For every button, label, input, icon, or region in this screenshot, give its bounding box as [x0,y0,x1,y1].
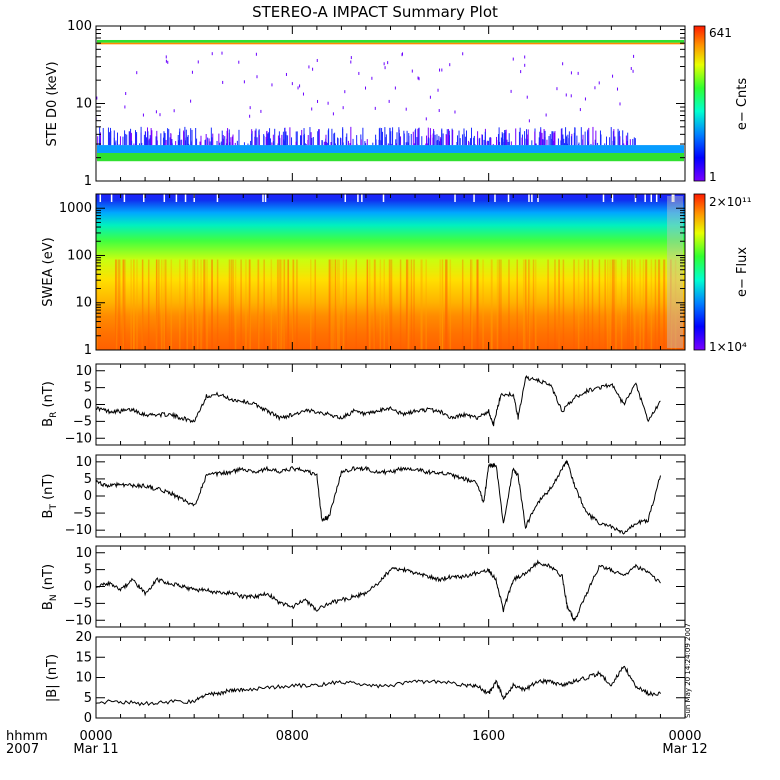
x-axis-prefix-bottom: 2007 [6,742,39,757]
figure-title: STEREO-A IMPACT Summary Plot [252,3,498,21]
bt-ytick-label: 10 [75,455,92,470]
br-y-axis-label-sub: R [49,412,59,418]
bmag-series-line [95,665,661,707]
bmag-y-axis-label-unit: (nT) [45,654,60,684]
ste-ytick-label: 1 [84,174,92,189]
x-tick-date: Mar 11 [73,742,118,757]
bmag-y-axis: 0 5 10 15 20 [75,630,686,726]
br-y-axis-label-unit: (nT) [41,381,56,411]
bn-series-line [95,559,661,622]
swea-colorbar-max: 2×10¹¹ [709,195,752,209]
br-ytick-label: 0 [84,398,92,413]
swea-colorbar [693,193,706,351]
swea-y-axis-label: SWEA (eV) [41,237,56,306]
x-tick-date: Mar 12 [662,742,707,757]
bt-y-axis-label-sub: T [49,504,59,511]
bn-ytick-label: 10 [75,546,92,561]
swea-heatmap-marks [96,194,683,350]
bt-ytick-label: 0 [84,489,92,504]
swea-ytick-label: 1000 [59,201,92,216]
bn-ytick-label: −5 [73,596,92,611]
swea-panel: 1 10 100 1000 SWEA (eV) 2×10¹¹ 1×10⁴ e− Flu… [41,193,752,358]
br-panel: −10 −50 5 10 BR (nT) [41,363,686,446]
bmag-ytick-label: 0 [84,711,92,726]
ste-colorbar-label: e− Cnts [735,78,750,130]
bt-y-axis: −10 −5 0 5 10 [65,455,686,538]
bt-panel: −10 −5 0 5 10 BT (nT) [41,454,686,538]
x-axis-prefix-top: hhmm [6,729,48,744]
swea-ytick-label: 10 [75,296,92,311]
swea-y-axis: 1 10 100 1000 [59,194,686,358]
bn-y-axis-label: BN (nT) [41,564,59,610]
timestamp-note: Sun May 20 14:24:09 2007 [684,623,692,718]
bmag-ytick-label: 15 [75,650,92,665]
bmag-y-axis-label: |B| (nT) [45,654,60,702]
br-ytick-label: 5 [84,381,92,396]
ste-band-cyan [97,145,684,153]
br-ytick-label: −5 [73,414,92,429]
br-y-axis: −10 −50 5 10 [65,364,686,446]
ste-colorbar [693,25,706,182]
swea-colorbar-min: 1×10⁴ [709,340,747,354]
bmag-panel: 0 5 10 15 20 |B| (nT) [45,630,686,726]
bmag-ytick-label: 20 [75,630,92,645]
x-tick-label: 0000 [79,729,112,744]
ste-y-axis: 1 10 100 [67,19,686,189]
bn-y-axis-label-sub: N [49,594,59,601]
bn-panel: −10 −50 5 10 BN (nT) [41,545,686,628]
br-ytick-label: −10 [65,431,92,446]
bn-ytick-label: −10 [65,613,92,628]
ste-ytick-label: 10 [75,97,92,112]
x-tick-label: 0800 [276,729,309,744]
bn-y-axis-label-unit: (nT) [41,564,56,594]
bmag-ytick-label: 10 [75,671,92,686]
br-y-axis-label-main: B [41,418,56,427]
swea-heatmap [96,194,685,350]
ste-band-green [97,39,684,43]
br-y-axis-label: BR (nT) [41,381,59,427]
bt-ytick-label: 5 [84,472,92,487]
ste-ytick-label: 100 [67,19,92,34]
bt-y-axis-label-main: B [41,510,56,519]
ste-heatmap-marks [95,39,684,162]
ste-panel: 1 10 100 STE D0 (keV) 641 1 e− Cnts [45,19,750,189]
ste-y-axis-label: STE D0 (keV) [45,61,60,146]
ste-band-orange [97,42,684,45]
swea-ytick-label: 1 [84,343,92,358]
ste-colorbar-min: 1 [709,170,717,184]
bt-ytick-label: −10 [65,523,92,538]
bmag-y-axis-label-main: |B| [45,684,60,702]
x-tick-label: 0000 [668,729,701,744]
bt-ytick-label: −5 [73,506,92,521]
bmag-ytick-label: 5 [84,691,92,706]
br-ytick-label: 10 [75,364,92,379]
swea-data-gap [667,196,683,348]
swea-ytick-label: 100 [67,248,92,263]
x-tick-label: 1600 [472,729,505,744]
bt-y-axis-label: BT (nT) [41,474,59,519]
ste-colorbar-max: 641 [709,26,732,40]
bn-y-axis: −10 −50 5 10 [65,546,686,628]
ste-band-green [97,152,684,162]
br-series-line [95,374,661,427]
bn-y-axis-label-main: B [41,601,56,610]
swea-colorbar-label: e− Flux [735,247,750,297]
bn-ytick-label: 0 [84,580,92,595]
bn-ytick-label: 5 [84,563,92,578]
bt-series-line [95,459,661,535]
bt-y-axis-label-unit: (nT) [41,474,56,504]
